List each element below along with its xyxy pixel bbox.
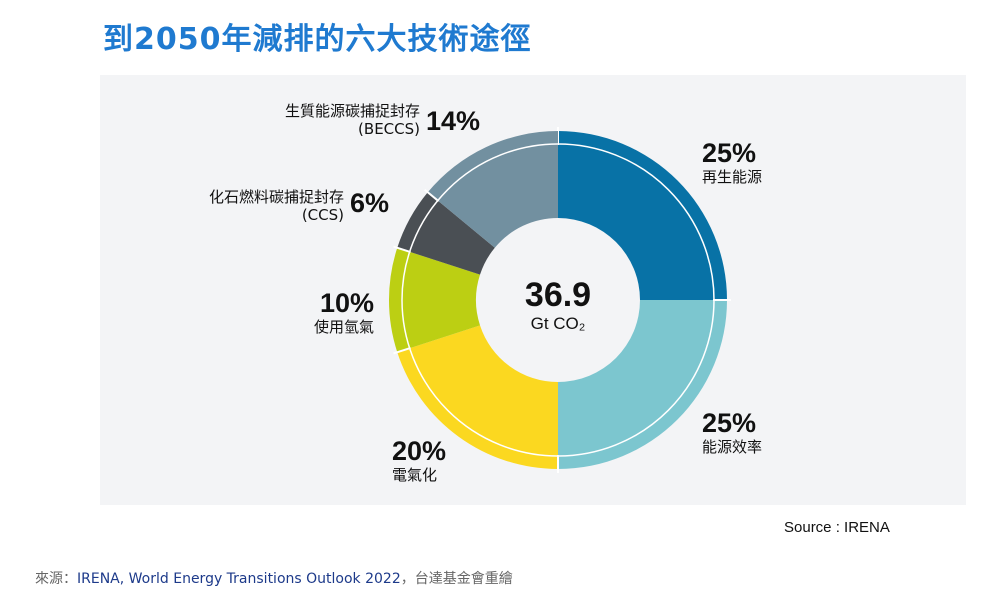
label-hydrogen: 10% 使用氫氣 (290, 288, 374, 336)
center-value: 36.9 (524, 276, 592, 314)
label-ccs: 化石燃料碳捕捉封存 (CCS) (176, 188, 344, 224)
footer-reference-link[interactable]: IRENA, World Energy Transitions Outlook … (77, 571, 401, 587)
slice-1 (558, 300, 727, 469)
slice-divider-4 (393, 245, 411, 254)
label-electrification: 20% 電氣化 (392, 436, 446, 484)
pct-label-ccs: 6% (350, 188, 390, 218)
slice-sublabel: (BECCS) (358, 120, 420, 138)
footer-suffix: ，台達基金會重繪 (400, 571, 513, 587)
center-total: 36.9 Gt CO₂ (478, 276, 638, 334)
label-efficiency: 25% 能源效率 (702, 408, 762, 456)
slice-0 (558, 131, 727, 300)
footer-prefix: 來源： (35, 571, 77, 587)
chart-source: Source : IRENA (784, 519, 890, 536)
slice-4 (397, 192, 495, 275)
pct-label: 25% (702, 408, 757, 438)
label-renewables: 25% 再生能源 (702, 138, 762, 186)
slice-divider-5 (424, 188, 440, 202)
slice-label: 生質能源碳捕捉封存 (284, 102, 420, 120)
slice-divider-3 (393, 346, 411, 355)
center-unit: Gt CO₂ (530, 314, 586, 333)
pct-label: 25% (702, 138, 757, 168)
slice-label: 電氣化 (392, 466, 438, 484)
footer-source: 來源：IRENA, World Energy Transitions Outlo… (35, 570, 513, 588)
slice-5 (427, 131, 558, 248)
slice-label: 能源效率 (702, 438, 763, 456)
slice-label: 再生能源 (702, 168, 763, 186)
slice-sublabel: (CCS) (301, 206, 344, 224)
inner-ring-line (401, 143, 715, 457)
page-title: 到2050年減排的六大技術途徑 (103, 22, 532, 57)
slice-2 (397, 325, 558, 469)
slice-label: 化石燃料碳捕捉封存 (208, 188, 344, 206)
pct-label: 10% (319, 288, 374, 318)
pct-label-beccs: 14% (426, 106, 481, 136)
slice-3 (388, 247, 481, 353)
pct-label: 20% (392, 436, 447, 466)
label-beccs: 生質能源碳捕捉封存 (BECCS) (250, 102, 420, 138)
slice-label: 使用氫氣 (313, 318, 374, 336)
